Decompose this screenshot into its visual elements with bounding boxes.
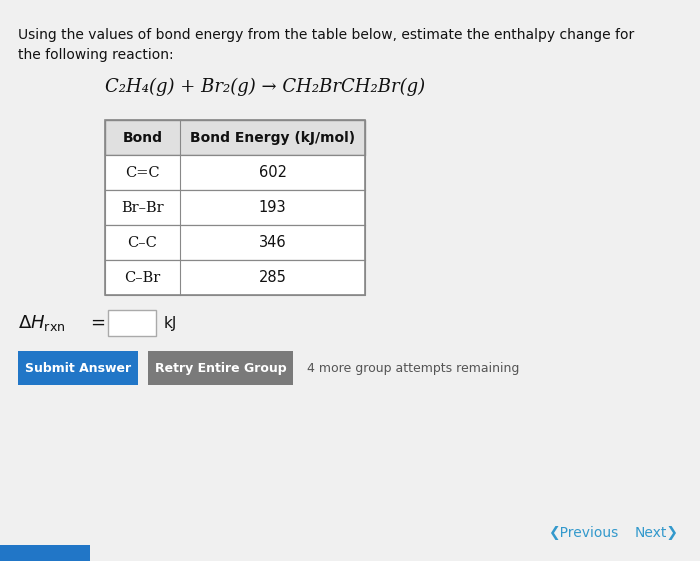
Text: ❮Previous: ❮Previous	[548, 526, 618, 540]
Bar	[105, 190, 365, 225]
Text: 285: 285	[258, 270, 286, 285]
Text: C₂H₄(g) + Br₂(g) → CH₂BrCH₂Br(g): C₂H₄(g) + Br₂(g) → CH₂BrCH₂Br(g)	[105, 78, 425, 96]
Bar	[105, 120, 365, 295]
Text: Next❯: Next❯	[635, 526, 679, 540]
Text: Br–Br: Br–Br	[121, 200, 164, 214]
Text: Submit Answer: Submit Answer	[25, 361, 131, 375]
Bar	[105, 260, 365, 295]
Bar	[105, 155, 365, 190]
Text: 602: 602	[258, 165, 286, 180]
Text: kJ: kJ	[164, 315, 177, 330]
Bar	[18, 351, 138, 385]
Text: =: =	[90, 314, 105, 332]
Text: C=C: C=C	[125, 165, 160, 180]
Text: 346: 346	[259, 235, 286, 250]
Text: $\Delta H_\mathrm{rxn}$: $\Delta H_\mathrm{rxn}$	[18, 313, 65, 333]
Text: Bond: Bond	[122, 131, 162, 145]
Text: C–Br: C–Br	[125, 270, 160, 284]
Bar	[108, 310, 156, 336]
Text: the following reaction:: the following reaction:	[18, 48, 174, 62]
Text: 4 more group attempts remaining: 4 more group attempts remaining	[307, 361, 519, 375]
Text: Bond Energy (kJ/mol): Bond Energy (kJ/mol)	[190, 131, 355, 145]
Bar	[105, 120, 365, 155]
Bar	[0, 545, 90, 561]
Text: C–C: C–C	[127, 236, 158, 250]
Text: Retry Entire Group: Retry Entire Group	[155, 361, 286, 375]
Bar	[105, 225, 365, 260]
Text: Using the values of bond energy from the table below, estimate the enthalpy chan: Using the values of bond energy from the…	[18, 28, 634, 42]
Bar	[148, 351, 293, 385]
Text: 193: 193	[259, 200, 286, 215]
